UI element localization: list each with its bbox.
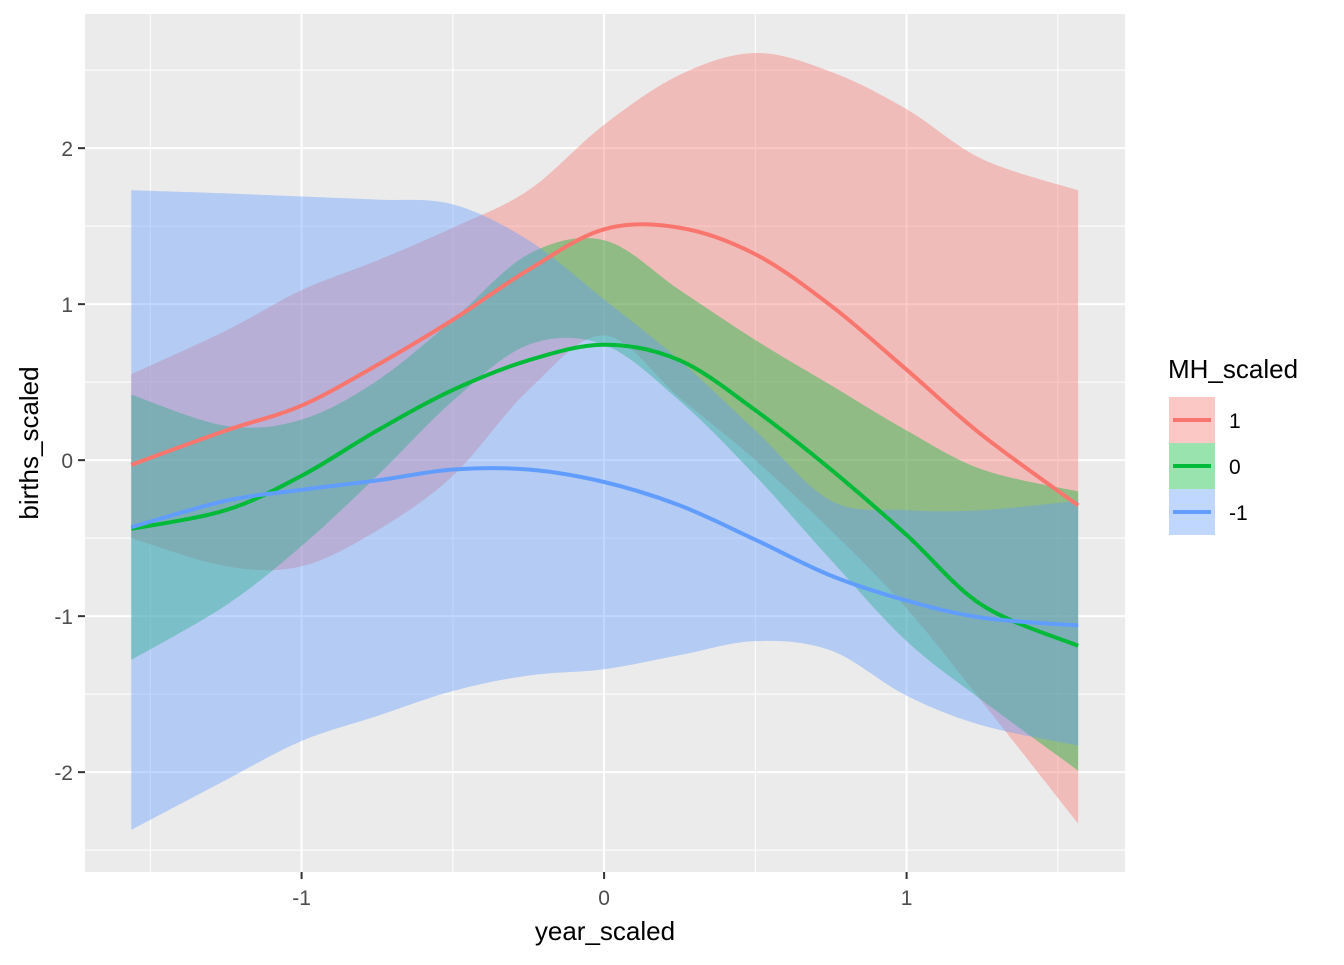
legend-label: 1 [1229,410,1241,433]
legend-label: -1 [1229,502,1248,525]
fit-line--1 [130,466,1079,628]
legend-title: MH_scaled [1168,354,1298,384]
x-tick-label: 1 [901,887,913,910]
x-tick-label: 0 [598,887,610,910]
x-tick-label: -1 [292,887,311,910]
fit-line-1 [130,222,1080,508]
confidence-band--1 [131,190,1079,830]
y-axis-title: births_scaled [14,366,44,519]
legend-label: 0 [1229,456,1241,479]
y-tick-label: -2 [54,762,73,785]
fit-lines [130,222,1080,648]
y-tick-label: 2 [61,138,73,161]
grid [85,14,1125,872]
confidence-band-1 [131,52,1079,824]
y-tick-label: 1 [61,294,73,317]
x-axis-title: year_scaled [535,916,675,946]
y-tick-label: -1 [54,606,73,629]
fit-line-0 [130,342,1079,648]
axes: -1 0 1 -2 -1 0 1 2 [54,138,912,910]
y-tick-label: 0 [61,450,73,473]
legend: MH_scaled 1 0 -1 [1168,354,1298,535]
